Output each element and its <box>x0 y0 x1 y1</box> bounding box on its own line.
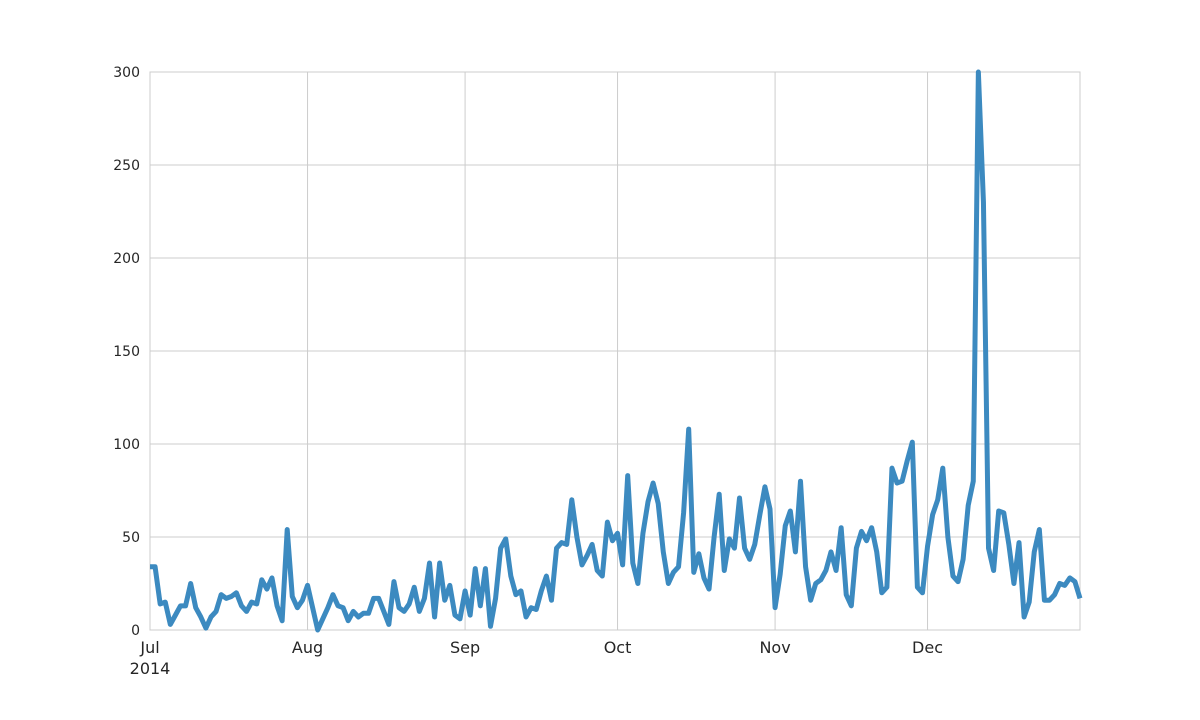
y-tick-label: 0 <box>131 623 140 639</box>
x-tick-label: Aug <box>292 638 323 657</box>
series-line <box>150 69 1083 633</box>
y-tick-label: 300 <box>113 65 140 81</box>
x-tick-label: Sep <box>450 638 480 657</box>
y-tick-label: 250 <box>113 158 140 174</box>
y-axis-tick-labels: 0 50 100 150 200 250 300 <box>113 65 140 639</box>
y-tick-label: 100 <box>113 437 140 453</box>
x-tick-label: Nov <box>759 638 790 657</box>
y-tick-label: 200 <box>113 251 140 267</box>
x-tick-sublabel: 2014 <box>130 659 171 678</box>
x-tick-label: Dec <box>912 638 943 657</box>
x-tick-label: Jul <box>139 638 159 657</box>
y-tick-label: 50 <box>122 530 140 546</box>
x-tick-label: Oct <box>604 638 632 657</box>
plot-frame <box>149 71 1081 631</box>
y-tick-label: 150 <box>113 344 140 360</box>
x-axis-tick-labels: Jul 2014 Aug Sep Oct Nov Dec <box>130 638 943 678</box>
